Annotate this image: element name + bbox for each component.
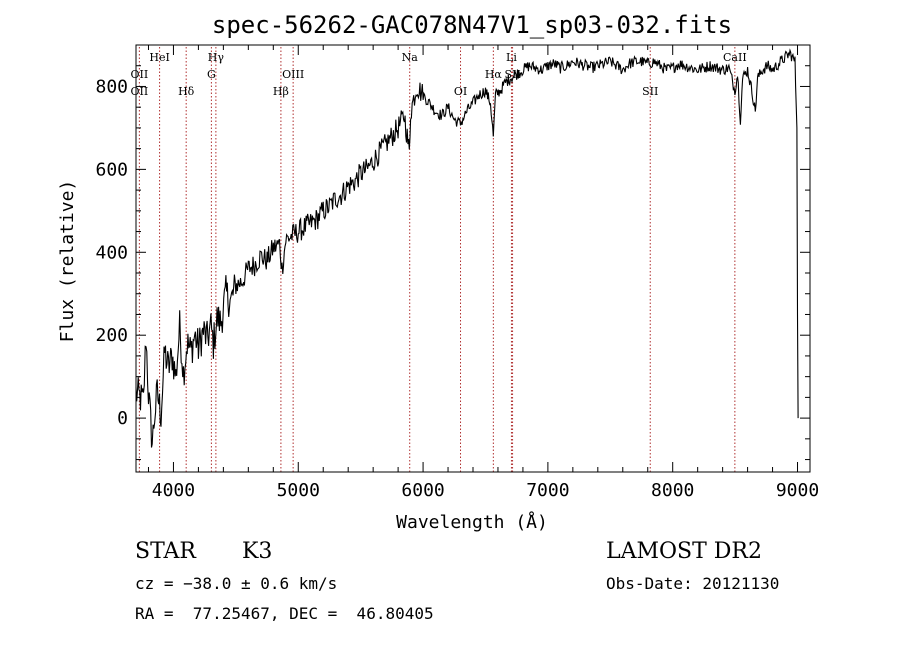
spectral-line-label: Hδ — [178, 85, 195, 98]
spectral-line-label: OII — [131, 68, 149, 81]
x-tick-label: 9000 — [776, 480, 819, 501]
y-tick-label: 600 — [95, 159, 128, 180]
survey-name: LAMOST DR2 — [606, 539, 762, 564]
object-type: STAR — [135, 539, 196, 564]
y-tick-label: 0 — [117, 408, 128, 429]
spectral-line-label: G — [207, 68, 216, 81]
plot-frame — [135, 44, 811, 473]
spectral-line-label: Hα — [485, 68, 503, 81]
spectral-line-label: OIII — [282, 68, 304, 81]
spectral-line-label: Hβ — [273, 85, 289, 98]
y-axis-label: Flux (relative) — [57, 180, 78, 343]
spectral-line-markers — [138, 47, 736, 472]
spectral-line-label: OII — [131, 85, 149, 98]
chart-title: spec-56262-GAC078N47V1_sp03-032.fits — [212, 11, 732, 39]
spectrum-line — [135, 48, 799, 448]
object-subclass: K3 — [242, 539, 273, 564]
coordinates-readout: RA = 77.25467, DEC = 46.80405 — [135, 604, 434, 623]
spectral-line-label: Li — [506, 51, 517, 64]
spectral-line-label: Na — [402, 51, 419, 64]
y-axis-ticks: 0 200 400 600 800 — [95, 65, 810, 461]
y-tick-label: 800 — [95, 76, 128, 97]
spectral-line-label: SII — [642, 85, 658, 98]
x-tick-label: 5000 — [277, 480, 320, 501]
spectral-line-label: Hγ — [208, 51, 225, 64]
x-tick-label: 4000 — [152, 480, 195, 501]
x-axis-label: Wavelength (Å) — [396, 511, 548, 533]
x-tick-label: 7000 — [526, 480, 569, 501]
x-tick-label: 8000 — [651, 480, 694, 501]
spectral-line-label: CaII — [723, 51, 747, 64]
x-tick-label: 6000 — [401, 480, 444, 501]
spectral-line-label: OI — [454, 85, 467, 98]
y-tick-label: 200 — [95, 325, 128, 346]
x-axis-ticks: 4000 5000 6000 7000 8000 9000 — [147, 45, 819, 501]
velocity-readout: cz = −38.0 ± 0.6 km/s — [135, 574, 338, 593]
y-tick-label: 400 — [95, 242, 128, 263]
spectral-line-label: HeI — [149, 51, 169, 64]
observation-date: Obs-Date: 20121130 — [606, 574, 780, 593]
